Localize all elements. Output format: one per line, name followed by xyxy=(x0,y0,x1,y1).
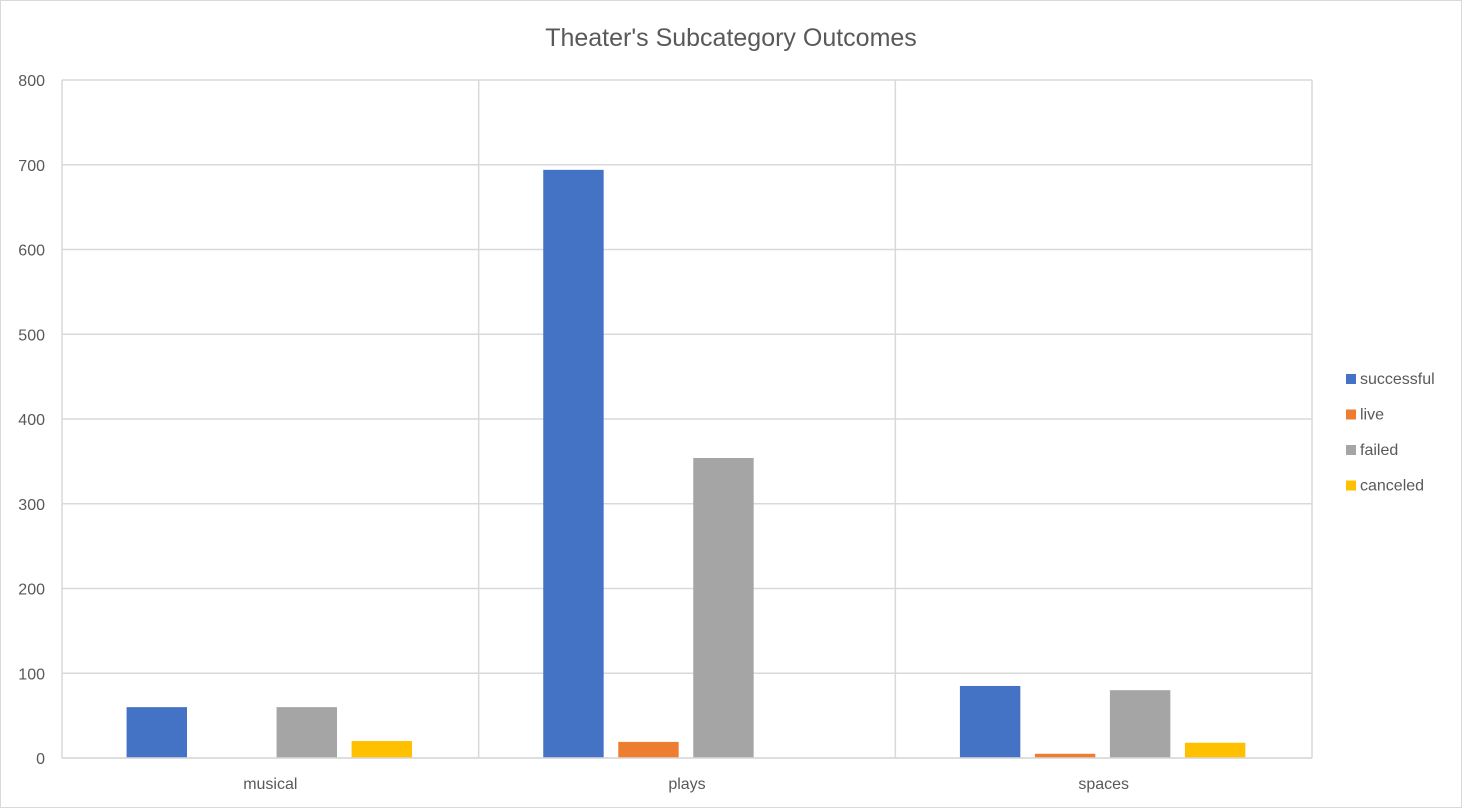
axes: 0 100 200 300 400 500 600 700 800 musical plays spa… xyxy=(18,73,1312,793)
legend-swatch-canceled xyxy=(1346,480,1356,491)
bar-failed-plays xyxy=(693,457,754,758)
legend-label-canceled: canceled xyxy=(1360,478,1424,495)
x-tick-label: musical xyxy=(243,776,297,793)
x-tick-label: plays xyxy=(668,776,705,793)
y-tick-label: 300 xyxy=(18,497,45,514)
y-tick-label: 800 xyxy=(18,73,45,90)
bar-successful-plays xyxy=(543,169,604,758)
y-tick-label: 200 xyxy=(18,582,45,599)
legend-swatch-failed xyxy=(1346,445,1356,455)
chart-title: Theater's Subcategory Outcomes xyxy=(545,24,917,52)
legend-label-live: live xyxy=(1360,407,1384,424)
legend-label-successful: successful xyxy=(1360,371,1435,388)
bar-failed-spaces xyxy=(1109,690,1171,758)
bar-successful-musical xyxy=(126,707,187,758)
bar-canceled-spaces xyxy=(1184,742,1246,758)
y-tick-label: 600 xyxy=(18,243,45,260)
x-tick-label: spaces xyxy=(1078,776,1129,793)
bar-successful-spaces xyxy=(959,685,1021,758)
legend-swatch-live xyxy=(1346,409,1356,420)
bars xyxy=(126,169,1246,758)
bar-live-plays xyxy=(618,741,679,758)
legend: successful live failed canceled xyxy=(1346,371,1435,495)
legend-swatch-successful xyxy=(1346,374,1356,384)
bar-live-spaces xyxy=(1034,753,1096,758)
y-tick-label: 500 xyxy=(18,327,45,344)
y-tick-label: 100 xyxy=(18,666,45,683)
y-tick-label: 0 xyxy=(36,751,45,768)
y-tick-label: 700 xyxy=(18,158,45,175)
bar-failed-musical xyxy=(276,707,337,758)
bar-canceled-musical xyxy=(351,741,412,758)
gridlines xyxy=(61,79,1313,759)
y-tick-label: 400 xyxy=(18,412,45,429)
legend-label-failed: failed xyxy=(1360,442,1398,459)
